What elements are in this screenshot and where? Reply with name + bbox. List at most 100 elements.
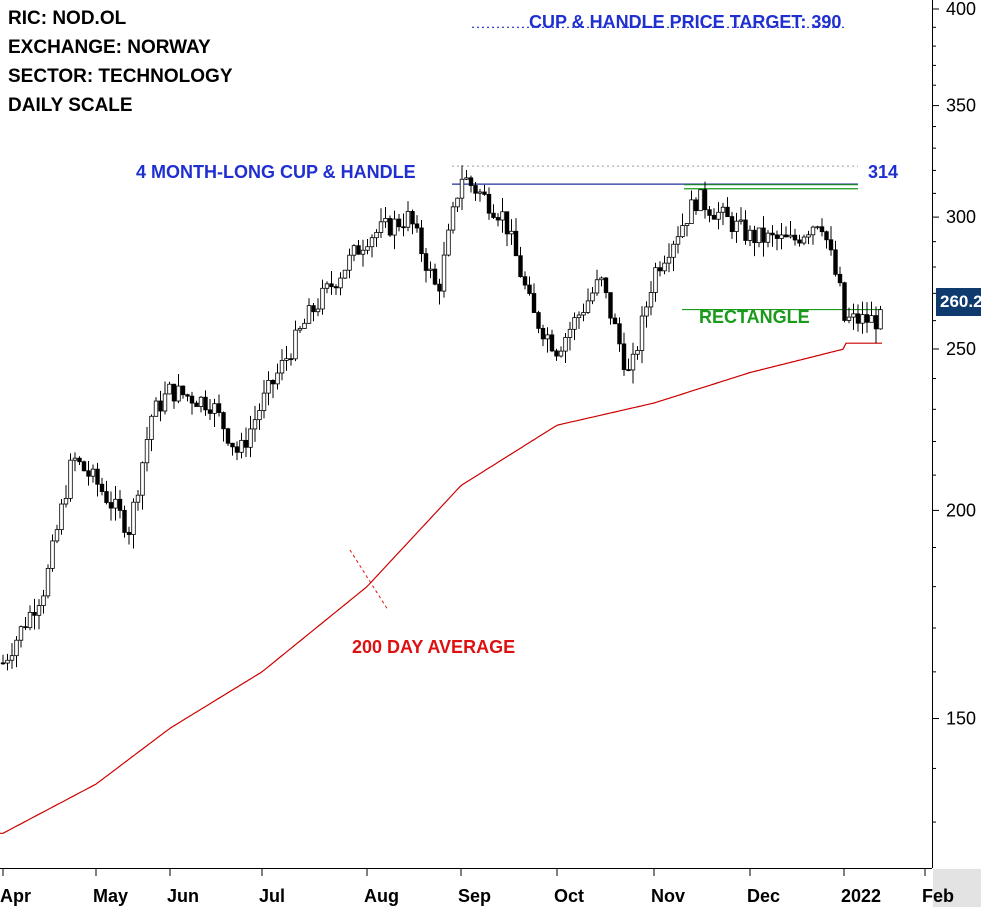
- exchange-label: EXCHANGE: NORWAY: [8, 37, 211, 58]
- rectangle-label: RECTANGLE: [699, 307, 810, 327]
- candle: [806, 230, 811, 245]
- candle: [657, 261, 663, 277]
- candle: [756, 227, 762, 248]
- candle: [81, 460, 87, 472]
- y-axis-ticks: 150 200 250 300 350 400: [932, 0, 976, 823]
- candle: [725, 197, 730, 218]
- candle: [576, 311, 582, 330]
- candle: [689, 190, 694, 224]
- candle: [144, 426, 150, 472]
- candle: [450, 201, 456, 234]
- candle: [59, 498, 64, 535]
- candle: [162, 381, 168, 415]
- candle: [207, 398, 213, 420]
- candle: [684, 223, 690, 237]
- candle: [257, 403, 262, 430]
- candle: [779, 222, 784, 250]
- candle: [284, 345, 289, 371]
- candle: [392, 210, 397, 250]
- x-tick-label: Sep: [458, 886, 491, 906]
- candle: [653, 262, 658, 302]
- candle: [468, 175, 474, 193]
- candle: [140, 461, 145, 510]
- candle: [540, 324, 546, 347]
- candle: [252, 405, 258, 442]
- candle: [864, 302, 870, 333]
- candle: [671, 240, 676, 272]
- candle: [504, 211, 510, 247]
- x-tick-label: Apr: [0, 886, 31, 906]
- candle: [351, 244, 357, 262]
- candle: [95, 462, 100, 497]
- candle: [536, 310, 541, 334]
- y-tick-label: 350: [946, 96, 976, 116]
- candle: [189, 391, 195, 415]
- candle: [531, 283, 537, 313]
- candle: [410, 209, 415, 235]
- candle: [554, 348, 559, 361]
- candle: [815, 225, 820, 230]
- candle: [261, 380, 267, 419]
- candle: [842, 281, 847, 323]
- candle: [581, 303, 586, 322]
- candle: [635, 346, 640, 360]
- candle: [270, 379, 276, 399]
- candle: [198, 396, 204, 413]
- y-tick-label: 250: [946, 339, 976, 359]
- resistance-value-label: 314: [868, 162, 899, 182]
- x-axis-ticks: Apr May Jun Jul Aug Sep Oct Nov Dec 2022 Feb: [0, 868, 954, 906]
- candle: [707, 206, 712, 223]
- candle: [549, 329, 555, 353]
- candle: [824, 230, 829, 249]
- candle: [158, 390, 163, 422]
- candle: [603, 277, 609, 299]
- candle: [869, 301, 874, 323]
- candle: [500, 197, 505, 233]
- candle: [626, 358, 631, 372]
- candle: [860, 301, 865, 334]
- candle: [621, 332, 627, 376]
- candle: [608, 292, 613, 325]
- y-tick-label: 200: [946, 500, 976, 520]
- candle: [360, 239, 366, 267]
- corner-box: [933, 869, 981, 907]
- candle: [396, 214, 402, 232]
- candle: [716, 202, 721, 230]
- cup-handle-label: 4 MONTH-LONG CUP & HANDLE: [136, 162, 416, 182]
- candle: [518, 246, 523, 278]
- candle: [23, 617, 28, 630]
- candle: [792, 228, 798, 246]
- candle: [599, 276, 604, 287]
- candle: [297, 326, 303, 334]
- candle: [279, 349, 285, 381]
- candle: [563, 332, 568, 364]
- candle: [851, 303, 856, 330]
- candle: [0, 654, 6, 665]
- candle: [783, 226, 789, 238]
- candle: [446, 223, 451, 257]
- candle: [131, 498, 136, 549]
- candle: [347, 248, 352, 279]
- candle: [833, 240, 838, 277]
- candle: [558, 346, 564, 358]
- candle: [135, 490, 141, 511]
- candle: [419, 219, 424, 262]
- candle: [743, 210, 748, 245]
- x-tick-label: Nov: [651, 886, 685, 906]
- moving-average-line: [0, 342, 882, 834]
- candle: [5, 653, 10, 671]
- candle: [837, 266, 843, 287]
- candle: [221, 411, 226, 442]
- candle: [72, 452, 78, 472]
- candle: [405, 201, 411, 232]
- candle: [464, 170, 469, 181]
- candle: [819, 218, 825, 237]
- candle: [567, 321, 573, 351]
- candle: [486, 187, 492, 220]
- y-tick-label: 150: [946, 709, 976, 729]
- candle: [495, 213, 501, 227]
- candle: [747, 225, 753, 247]
- candle: [873, 306, 879, 344]
- candle: [788, 221, 793, 239]
- candle: [545, 327, 550, 353]
